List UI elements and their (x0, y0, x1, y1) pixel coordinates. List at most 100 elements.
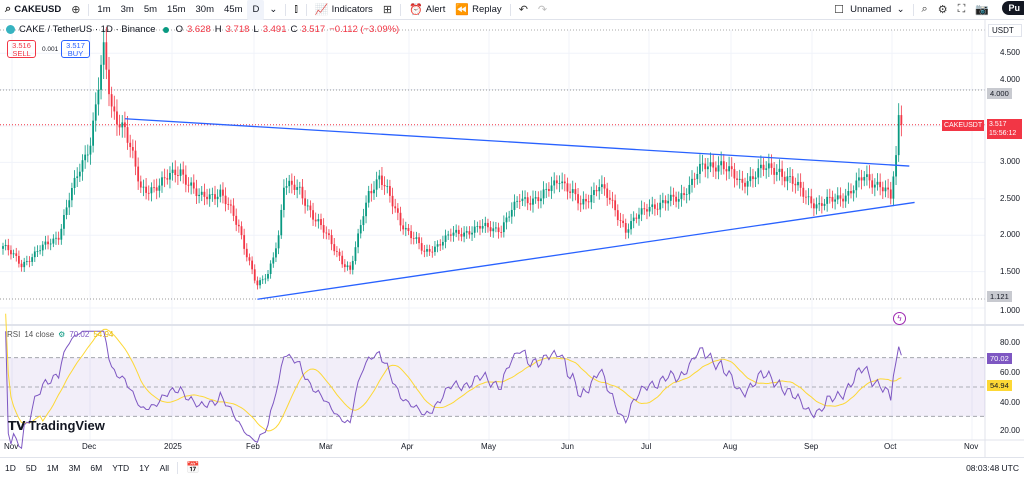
candle-body (794, 183, 797, 186)
publish-button[interactable]: Pu (1002, 1, 1024, 15)
candle-body (145, 186, 147, 193)
candle-body (834, 199, 836, 202)
candle-body (161, 177, 163, 186)
interval-1m[interactable]: 1m (97, 4, 111, 15)
candle-body (84, 154, 87, 161)
candle-body (714, 167, 717, 172)
replay-button[interactable]: ⏪ Replay (450, 0, 506, 20)
candle-body (553, 180, 556, 186)
range-1d[interactable]: 1D (5, 462, 16, 473)
interval-d[interactable]: D (247, 0, 265, 20)
candle-body (897, 115, 900, 156)
candle-body (71, 188, 73, 201)
candle-body (126, 127, 129, 143)
candle-body (336, 251, 338, 253)
candle-body (783, 176, 786, 182)
candle-body (502, 222, 505, 233)
range-3m[interactable]: 3M (68, 462, 81, 473)
range-ytd[interactable]: YTD (112, 462, 130, 473)
candle-body (386, 186, 389, 187)
candle-body (198, 194, 200, 197)
search-icon: ⌕ (5, 3, 15, 15)
candle-body (555, 180, 558, 184)
utc-clock[interactable]: 08:03:48 UTC (966, 462, 1019, 473)
candle-body (102, 42, 105, 65)
candle-body (105, 42, 108, 70)
range-1y[interactable]: 1Y (139, 462, 150, 473)
candle-body (383, 184, 386, 187)
interval-30m[interactable]: 30m (195, 4, 214, 15)
settings-button[interactable]: ⚙ (933, 0, 953, 20)
trendline-resistance (124, 118, 910, 167)
candle-body (813, 203, 815, 209)
undo-button[interactable]: ↶ (514, 0, 533, 20)
candle-body (57, 237, 60, 240)
candle-body (52, 238, 55, 244)
candle-body (436, 244, 439, 247)
candle-body (733, 169, 736, 179)
candle-body (100, 64, 102, 90)
candle-body (47, 241, 49, 245)
candle-body (195, 188, 198, 197)
redo-icon: ↷ (537, 4, 548, 16)
currency-label: USDT (992, 26, 1014, 35)
price-chart[interactable] (0, 0, 1024, 457)
candle-body (442, 241, 444, 246)
indicators-button[interactable]: 📈 Indicators (310, 0, 378, 20)
range-5d[interactable]: 5D (25, 462, 37, 473)
candle-body (325, 232, 328, 234)
sell-button[interactable]: 3.516 SELL (7, 40, 36, 58)
candle-body (216, 196, 219, 200)
interval-15m[interactable]: 15m (167, 4, 186, 15)
candle-body (487, 222, 489, 228)
currency-selector[interactable]: USDT (988, 24, 1022, 37)
candle-body (81, 160, 84, 172)
candle-body (760, 164, 762, 169)
redo-button[interactable]: ↷ (533, 0, 552, 20)
goto-date-icon[interactable]: 📅 (186, 462, 200, 474)
candle-body (661, 200, 664, 203)
candle-body (4, 244, 7, 247)
snapshot-button[interactable]: 📷 (970, 0, 994, 20)
range-all[interactable]: All (159, 462, 170, 473)
fullscreen-button[interactable]: ⛶ (953, 0, 971, 20)
candle-body (10, 250, 12, 255)
candle-body (182, 169, 185, 175)
templates-button[interactable]: ⊞ (378, 0, 397, 20)
candle-body (471, 232, 473, 235)
candle-body (174, 169, 177, 176)
tradingview-logo[interactable]: 𝗧𝗩 TradingView (8, 418, 105, 433)
quick-search-button[interactable]: ⌕ (917, 0, 933, 20)
candle-body (566, 183, 569, 192)
candle-body (781, 168, 783, 177)
candle-body (68, 200, 71, 208)
price-label: 2.500 (999, 193, 1020, 203)
candle-body (288, 180, 291, 187)
interval-45m[interactable]: 45m (224, 4, 243, 15)
price-label: 1.500 (999, 266, 1020, 276)
interval-dropdown[interactable]: ⌄ (264, 0, 282, 20)
candle-body (330, 235, 333, 245)
price-label: 1.000 (999, 306, 1020, 315)
candle-body (563, 181, 566, 184)
candle-body (752, 176, 754, 180)
rsi-settings-icon[interactable]: ⚙ (58, 330, 66, 339)
alert-button[interactable]: ⏰ Alert (404, 0, 450, 20)
candle-body (529, 203, 532, 205)
candle-body (118, 124, 121, 128)
range-1m[interactable]: 1M (46, 462, 59, 473)
compare-button[interactable]: ⊕ (66, 0, 85, 20)
symbol-search[interactable]: ⌕ CAKEUSD (0, 0, 66, 20)
lightning-event-icon[interactable]: ϟ (893, 312, 906, 325)
candle-body (346, 265, 349, 268)
rsi-value: 70.02 (69, 330, 90, 339)
range-6m[interactable]: 6M (90, 462, 103, 473)
interval-3m[interactable]: 3m (120, 4, 134, 15)
layout-button[interactable]: ☐ Unnamed ⌄ (829, 0, 909, 20)
candle-body (664, 200, 667, 204)
candle-body (235, 215, 238, 225)
chart-type-button[interactable]: ⫾ (289, 0, 303, 20)
interval-5m[interactable]: 5m (143, 4, 158, 15)
candle-body (23, 261, 26, 268)
buy-button[interactable]: 3.517 BUY (61, 40, 90, 58)
